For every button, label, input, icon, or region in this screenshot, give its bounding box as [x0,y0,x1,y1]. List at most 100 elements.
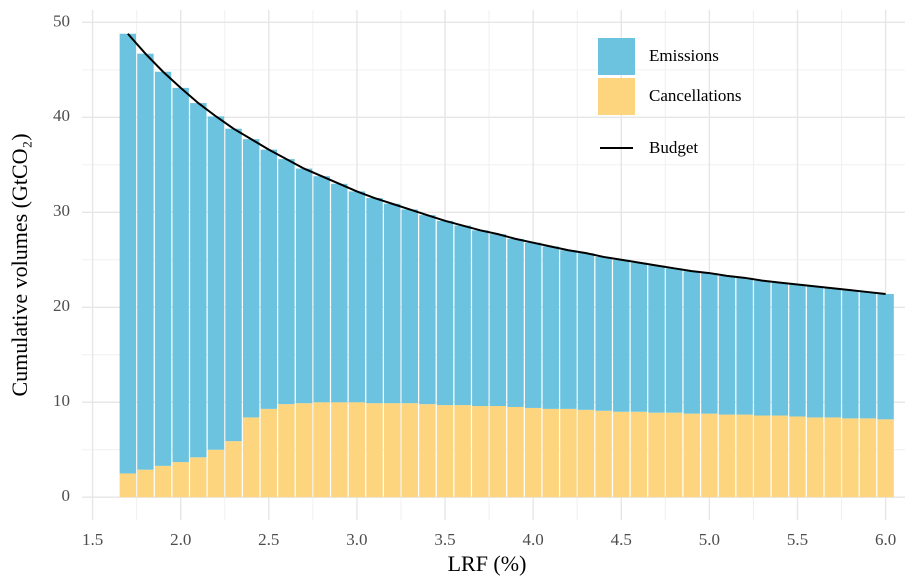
bar [542,408,559,498]
y-axis-title: Cumulative volumes (GtCO₂) [7,133,32,396]
bar [718,414,736,498]
bar [472,406,489,498]
bar [489,406,507,498]
bar [577,253,595,410]
bar [507,238,524,407]
bar [331,402,348,498]
bar [736,414,753,498]
bar [313,402,330,498]
bar [683,413,700,498]
y-tick-label: 40 [53,106,70,125]
bar [295,403,313,498]
bar [172,87,189,463]
bar [824,288,841,418]
bar [454,405,471,498]
y-tick-label: 10 [53,391,70,410]
bar [560,408,577,498]
bar [859,292,877,419]
x-tick-label: 3.0 [346,530,367,549]
bar [154,71,172,466]
legend-label: Cancellations [649,86,742,105]
bar [172,462,189,498]
bar [207,116,225,450]
bar [754,280,771,416]
y-tick-label: 50 [53,11,70,30]
x-tick-label: 4.5 [611,530,632,549]
bar [419,215,436,405]
bar [419,404,436,498]
bar [436,220,454,406]
bar [842,418,859,498]
bar [701,273,718,414]
bar [718,275,736,415]
bar [560,250,577,409]
bar [242,139,260,418]
bar [331,183,348,403]
bar [630,411,648,498]
bar [278,404,295,498]
bar [877,293,894,420]
y-tick-label: 0 [62,486,71,505]
bar [383,203,401,404]
legend-label: Emissions [649,46,719,65]
x-tick-label: 1.5 [82,530,103,549]
bar [472,230,489,407]
bar [665,412,683,498]
bar [789,284,806,417]
x-tick-label: 5.0 [699,530,720,549]
bar [366,198,383,404]
bar [489,234,507,407]
bar [383,403,401,498]
bar [648,412,665,498]
bar [313,176,330,403]
bar [225,441,242,498]
bar [665,268,683,413]
x-tick-label: 4.0 [523,530,544,549]
bar [119,473,137,498]
x-tick-label: 6.0 [875,530,896,549]
bar [295,168,313,404]
bar [348,191,366,403]
bar [542,246,559,409]
bar [648,265,665,413]
bar [859,418,877,498]
bar [119,33,137,474]
bar [789,416,806,498]
bar [278,159,295,405]
bar [436,405,454,498]
bar [754,415,771,498]
bar [225,128,242,442]
legend-swatch [598,38,635,75]
legend-swatch [598,78,635,115]
x-axis-title: LRF (%) [448,551,527,576]
bar [613,411,630,498]
bar [877,419,894,498]
x-tick-label: 3.5 [434,530,455,549]
bar [595,410,612,498]
bar [683,271,700,414]
bar [824,417,841,498]
bar [207,449,225,498]
bar [137,469,154,498]
bar [630,262,648,412]
bar [771,282,789,416]
bar [595,256,612,411]
x-tick-label: 5.5 [787,530,808,549]
legend-label: Budget [649,138,698,157]
bar [260,408,277,498]
bar [348,402,366,498]
bar [507,406,524,498]
bar [137,53,154,470]
bar [190,457,207,498]
bar [524,407,542,498]
bar [242,417,260,498]
bar [454,225,471,406]
x-tick-label: 2.5 [258,530,279,549]
budget-line [127,33,886,295]
bar [842,290,859,419]
bar [260,149,277,409]
y-tick-label: 30 [53,201,70,220]
bar [577,409,595,498]
bar [401,403,418,498]
